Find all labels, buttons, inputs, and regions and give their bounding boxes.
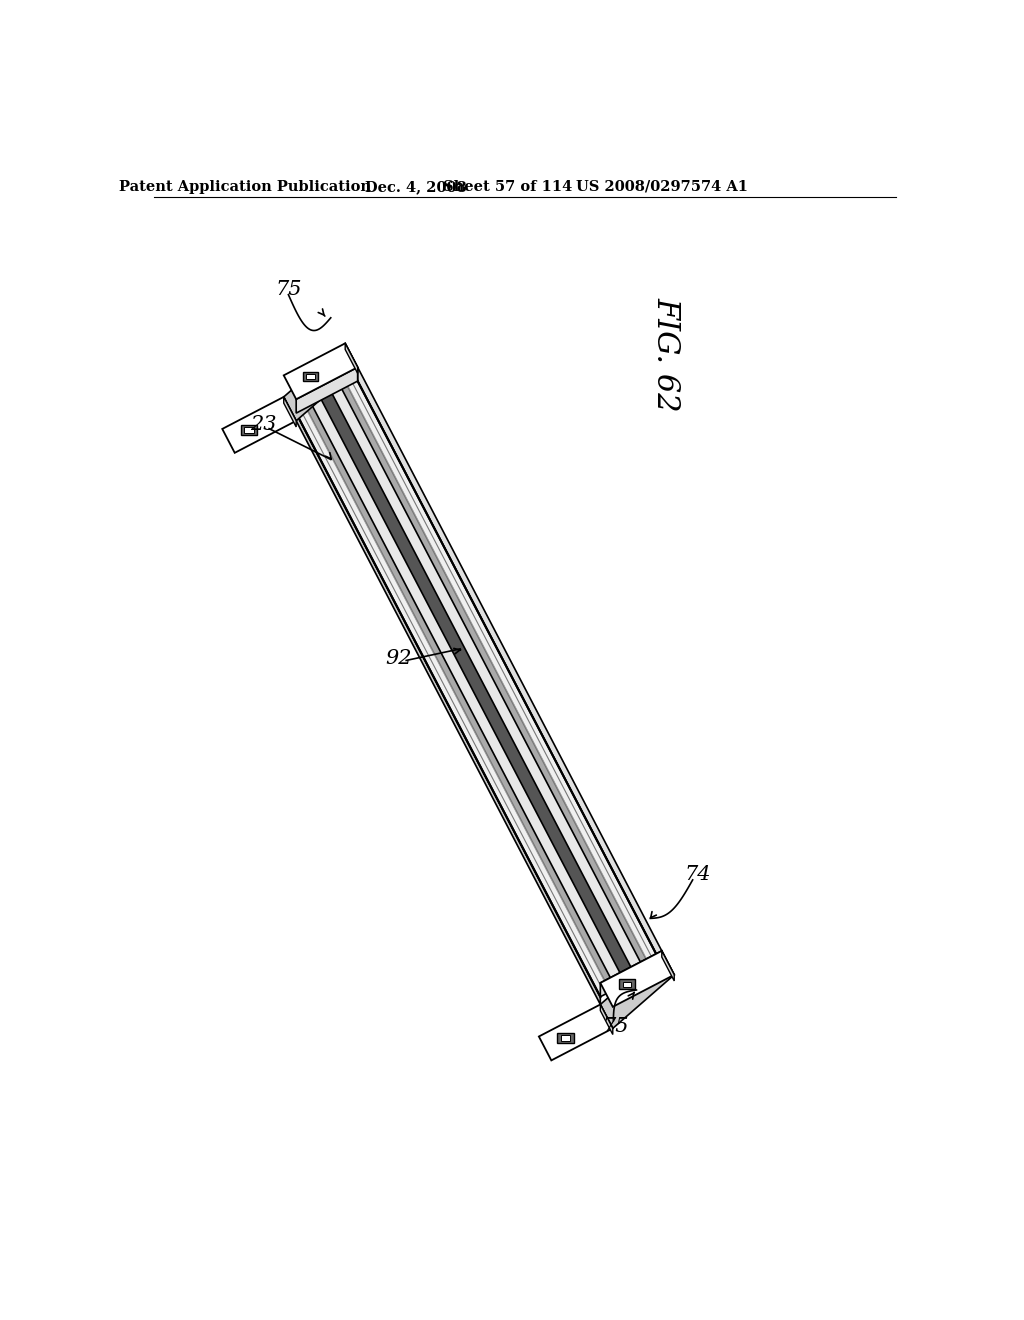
Text: 75: 75	[602, 1016, 629, 1036]
Polygon shape	[296, 413, 600, 1005]
Polygon shape	[305, 405, 616, 993]
Polygon shape	[284, 343, 357, 399]
Polygon shape	[600, 1005, 612, 1035]
Polygon shape	[345, 343, 357, 374]
Text: US 2008/0297574 A1: US 2008/0297574 A1	[575, 180, 748, 194]
Polygon shape	[557, 1032, 573, 1043]
Polygon shape	[245, 428, 254, 433]
Polygon shape	[620, 979, 635, 989]
Polygon shape	[600, 950, 674, 1007]
Polygon shape	[662, 950, 674, 981]
Polygon shape	[306, 374, 314, 379]
Polygon shape	[296, 408, 609, 997]
Text: 23: 23	[250, 414, 276, 433]
Polygon shape	[561, 1035, 570, 1040]
Polygon shape	[322, 395, 637, 983]
Polygon shape	[303, 372, 318, 381]
Polygon shape	[600, 950, 674, 1028]
Polygon shape	[600, 950, 662, 997]
Polygon shape	[357, 367, 662, 965]
Text: Dec. 4, 2008: Dec. 4, 2008	[365, 180, 466, 194]
Text: FIG. 62: FIG. 62	[650, 297, 681, 412]
Polygon shape	[284, 397, 296, 426]
Polygon shape	[539, 1005, 612, 1060]
Polygon shape	[241, 425, 257, 436]
Text: 92: 92	[385, 649, 412, 668]
Text: Patent Application Publication: Patent Application Publication	[119, 180, 371, 194]
Polygon shape	[222, 397, 296, 453]
Polygon shape	[284, 343, 357, 421]
Polygon shape	[333, 389, 646, 978]
Text: 75: 75	[275, 280, 302, 298]
Polygon shape	[349, 381, 662, 969]
Polygon shape	[296, 381, 662, 997]
Polygon shape	[296, 367, 357, 413]
Polygon shape	[623, 982, 631, 987]
Polygon shape	[342, 385, 653, 973]
Text: 74: 74	[685, 865, 712, 884]
Text: Sheet 57 of 114: Sheet 57 of 114	[443, 180, 572, 194]
Polygon shape	[312, 400, 626, 989]
